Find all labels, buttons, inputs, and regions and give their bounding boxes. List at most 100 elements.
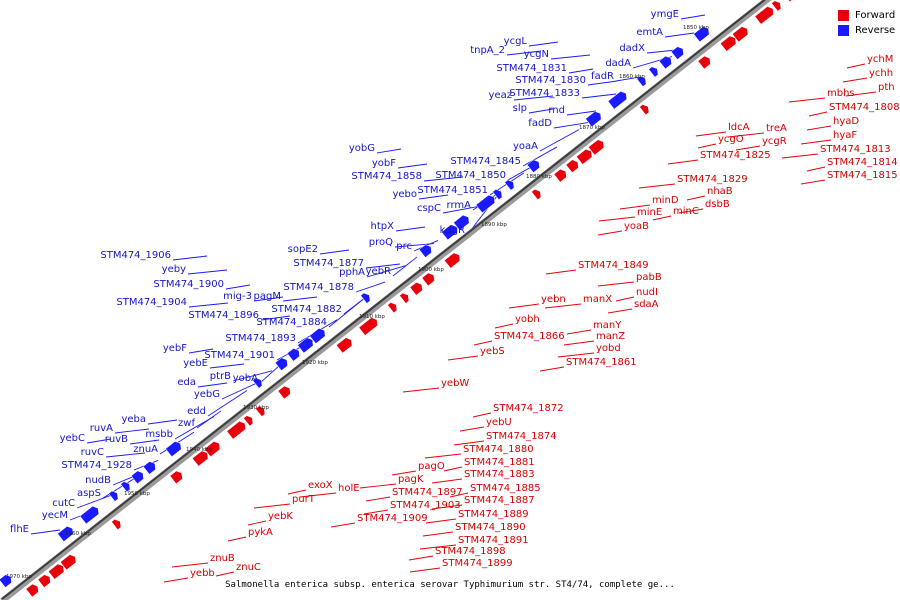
gene-label-stm474-1885[interactable]: STM474_1885: [470, 483, 541, 494]
feature-forward-2[interactable]: [37, 574, 51, 588]
gene-label-stm474-1829[interactable]: STM474_1829: [677, 174, 748, 185]
feature-forward-34[interactable]: [421, 272, 435, 287]
gene-label-mind[interactable]: minD: [652, 195, 679, 206]
gene-label-stm474-1845[interactable]: STM474_1845: [450, 156, 521, 167]
gene-label-dadx[interactable]: dadX: [619, 43, 645, 54]
gene-label-prc[interactable]: prc: [396, 241, 412, 252]
gene-label-rnd[interactable]: rnd: [548, 105, 565, 116]
gene-label-trea[interactable]: treA: [766, 123, 787, 134]
gene-label-purt[interactable]: purT: [292, 494, 316, 505]
gene-label-pyka[interactable]: pykA: [248, 527, 273, 538]
gene-label-mine[interactable]: minE: [637, 207, 662, 218]
feature-forward-63[interactable]: [771, 0, 782, 12]
gene-label-stm474-1893[interactable]: STM474_1893: [225, 333, 296, 344]
gene-label-many[interactable]: manY: [593, 320, 622, 331]
gene-label-yeaz[interactable]: yeaz: [489, 90, 512, 101]
gene-label-ycgo[interactable]: ycgO: [718, 134, 744, 145]
gene-label-yebb[interactable]: yebb: [190, 568, 215, 579]
gene-label-fadr[interactable]: fadR: [591, 71, 614, 82]
feature-reverse-51[interactable]: [607, 91, 628, 110]
feature-forward-59[interactable]: [720, 35, 737, 52]
gene-label-ruva[interactable]: ruvA: [90, 423, 113, 434]
gene-label-yoaa[interactable]: yoaA: [513, 141, 538, 152]
gene-label-yebe[interactable]: yebE: [183, 358, 208, 369]
gene-label-stm474-1833[interactable]: STM474_1833: [509, 88, 580, 99]
gene-label-stm474-1899[interactable]: STM474_1899: [442, 558, 513, 569]
gene-label-yoba[interactable]: yobA: [233, 373, 258, 384]
feature-reverse-7[interactable]: [79, 505, 100, 525]
gene-label-edd[interactable]: edd: [187, 406, 206, 417]
gene-label-stm474-1896[interactable]: STM474_1896: [188, 310, 259, 321]
gene-label-ycgn[interactable]: ycgN: [524, 49, 549, 60]
feature-reverse-44[interactable]: [526, 159, 540, 173]
feature-reverse-24[interactable]: [286, 348, 300, 362]
gene-label-stm474-1831[interactable]: STM474_1831: [496, 63, 567, 74]
gene-label-stm474-1891[interactable]: STM474_1891: [458, 535, 529, 546]
gene-label-mig-3[interactable]: mig-3: [223, 291, 252, 302]
gene-label-msbb[interactable]: msbb: [145, 429, 173, 440]
gene-label-yebk[interactable]: yebK: [268, 511, 293, 522]
gene-label-znua[interactable]: znuA: [133, 444, 158, 455]
feature-forward-13[interactable]: [169, 470, 183, 485]
gene-label-stm474-1872[interactable]: STM474_1872: [493, 403, 564, 414]
feature-forward-18[interactable]: [226, 421, 246, 440]
feature-forward-33[interactable]: [409, 282, 423, 296]
gene-label-yebu[interactable]: yebU: [486, 417, 512, 428]
gene-label-yeba[interactable]: yeba: [121, 414, 146, 425]
gene-label-stm474-1881[interactable]: STM474_1881: [464, 457, 535, 468]
gene-label-ycgl[interactable]: ycgL: [504, 36, 528, 47]
gene-label-manz[interactable]: manZ: [596, 331, 625, 342]
gene-label-dada[interactable]: dadA: [605, 58, 631, 69]
gene-label-ychh[interactable]: ychh: [869, 68, 893, 79]
feature-forward-22[interactable]: [277, 385, 291, 400]
gene-label-stm474-1849[interactable]: STM474_1849: [578, 260, 649, 271]
feature-reverse-35[interactable]: [418, 244, 432, 258]
gene-label-stm474-1880[interactable]: STM474_1880: [463, 444, 534, 455]
feature-reverse-56[interactable]: [670, 46, 684, 60]
gene-label-stm474-1815[interactable]: STM474_1815: [827, 170, 898, 181]
feature-reverse-53[interactable]: [636, 75, 647, 87]
gene-label-stm474-1814[interactable]: STM474_1814: [827, 157, 898, 168]
feature-forward-57[interactable]: [697, 55, 711, 70]
feature-forward-27[interactable]: [336, 337, 353, 354]
gene-label-cspc[interactable]: cspC: [417, 203, 441, 214]
gene-label-asps[interactable]: aspS: [77, 488, 101, 499]
feature-forward-45[interactable]: [553, 169, 567, 183]
gene-label-yebf[interactable]: yebF: [163, 343, 187, 354]
gene-label-stm474-1903[interactable]: STM474_1903: [390, 500, 461, 511]
feature-forward-62[interactable]: [754, 6, 774, 25]
gene-label-ruvc[interactable]: ruvC: [81, 447, 104, 458]
gene-label-minc[interactable]: minC: [673, 206, 699, 217]
feature-reverse-37[interactable]: [441, 224, 458, 241]
feature-forward-15[interactable]: [192, 450, 209, 467]
gene-label-stm474-1883[interactable]: STM474_1883: [464, 469, 535, 480]
feature-reverse-10[interactable]: [120, 481, 131, 493]
gene-label-znub[interactable]: znuB: [210, 553, 235, 564]
gene-label-ptrb[interactable]: ptrB: [210, 371, 231, 382]
gene-label-nudb[interactable]: nudB: [85, 475, 111, 486]
gene-label-yebr[interactable]: yebR: [366, 266, 391, 277]
gene-label-stm474-1830[interactable]: STM474_1830: [515, 75, 586, 86]
feature-forward-4[interactable]: [60, 554, 77, 571]
gene-label-stm474-1909[interactable]: STM474_1909: [357, 513, 428, 524]
feature-reverse-40[interactable]: [475, 194, 496, 214]
gene-label-fadd[interactable]: fadD: [528, 118, 552, 129]
gene-label-yoab[interactable]: yoaB: [624, 221, 649, 232]
feature-reverse-11[interactable]: [130, 470, 144, 485]
gene-label-mbhs[interactable]: mbhs: [827, 88, 855, 99]
gene-label-stm474-1813[interactable]: STM474_1813: [820, 144, 891, 155]
gene-label-hyad[interactable]: hyaD: [833, 116, 859, 127]
feature-reverse-9[interactable]: [108, 490, 119, 502]
gene-label-stm474-1887[interactable]: STM474_1887: [464, 495, 535, 506]
gene-label-stm474-1889[interactable]: STM474_1889: [458, 509, 529, 520]
feature-forward-52[interactable]: [639, 104, 650, 116]
feature-forward-20[interactable]: [255, 405, 266, 417]
feature-reverse-55[interactable]: [658, 55, 672, 70]
gene-label-tnpa-2[interactable]: tnpA_2: [470, 45, 505, 56]
gene-label-yobf[interactable]: yobF: [372, 158, 396, 169]
gene-label-eda[interactable]: eda: [177, 377, 196, 388]
feature-reverse-42[interactable]: [504, 179, 515, 191]
gene-label-slp[interactable]: slp: [513, 103, 527, 114]
feature-reverse-41[interactable]: [492, 189, 503, 201]
gene-label-ruvb[interactable]: ruvB: [105, 434, 128, 445]
